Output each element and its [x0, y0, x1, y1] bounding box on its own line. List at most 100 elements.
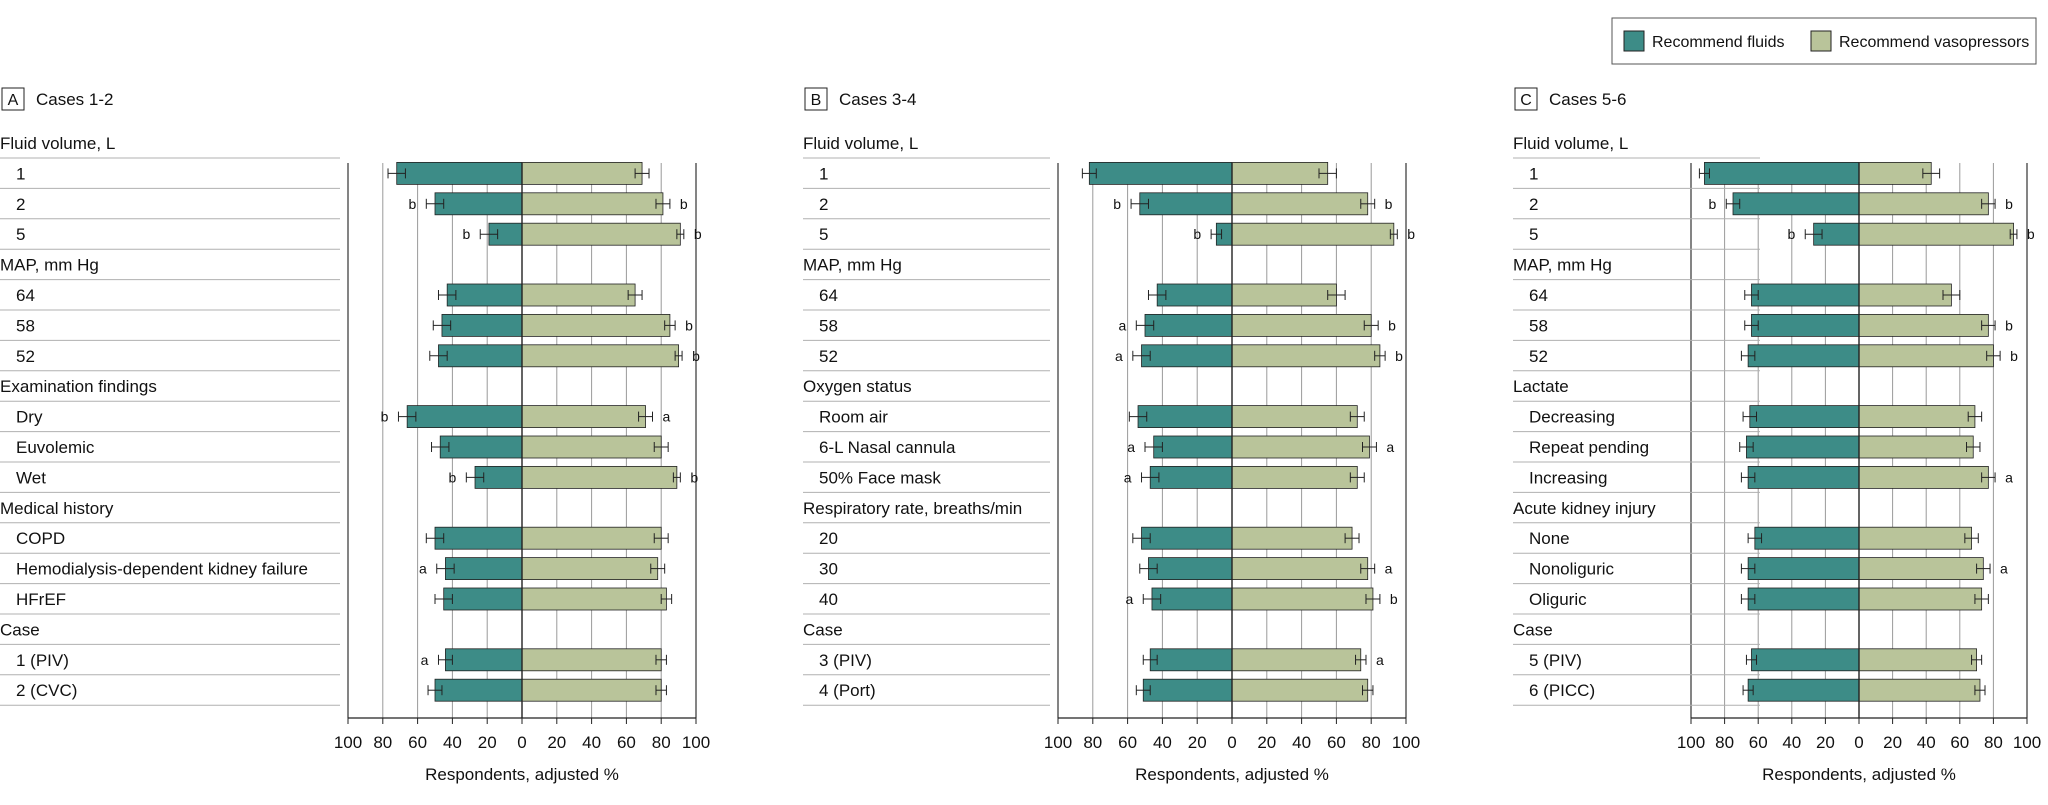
- row-label: Wet: [16, 468, 46, 487]
- sig-marker-fluids: a: [419, 561, 427, 577]
- bar-vasopressors: [1231, 283, 1337, 307]
- row-label: 2: [819, 195, 828, 214]
- bar-fluids: [1747, 587, 1860, 611]
- panel-letter-box: [804, 87, 828, 111]
- panel-letter-box: [1, 87, 25, 111]
- bar-vasopressors: [521, 526, 662, 550]
- sig-marker-fluids: a: [1115, 348, 1123, 364]
- x-tick-label: 80: [652, 733, 671, 752]
- group-label: Respiratory rate, breaths/min: [803, 499, 1022, 518]
- legend-label-vasopressors: Recommend vasopressors: [1839, 34, 2029, 51]
- row-label: Repeat pending: [1529, 438, 1649, 457]
- bar-vasopressors: [1858, 405, 1976, 429]
- sig-marker-vasopressors: b: [2010, 348, 2018, 364]
- x-tick-label: 20: [1257, 733, 1276, 752]
- row-label: 2 (CVC): [16, 681, 77, 700]
- bar-fluids: [445, 648, 523, 672]
- sig-marker-vasopressors: b: [2027, 226, 2035, 242]
- x-axis-label: Respondents, adjusted %: [1762, 765, 1956, 784]
- row-label: 6-L Nasal cannula: [819, 438, 956, 457]
- bar-vasopressors: [1858, 648, 1977, 672]
- row-label: None: [1529, 529, 1570, 548]
- bar-fluids: [1746, 435, 1860, 459]
- bar-fluids: [443, 587, 523, 611]
- bar-vasopressors: [1858, 313, 1989, 337]
- bar-fluids: [1156, 283, 1233, 307]
- bar-vasopressors: [1231, 678, 1369, 702]
- sig-marker-fluids: b: [1193, 226, 1201, 242]
- row-label: 50% Face mask: [819, 468, 941, 487]
- x-tick-label: 60: [1327, 733, 1346, 752]
- row-label: Oliguric: [1529, 590, 1587, 609]
- bar-vasopressors: [1231, 435, 1370, 459]
- bar-fluids: [1751, 648, 1860, 672]
- sig-marker-vasopressors: b: [694, 226, 702, 242]
- sig-marker-fluids: b: [449, 469, 457, 485]
- sig-marker-fluids: a: [1127, 439, 1135, 455]
- sig-marker-vasopressors: b: [690, 469, 698, 485]
- row-label: 52: [1529, 347, 1548, 366]
- bar-vasopressors: [521, 405, 646, 429]
- row-label: 3 (PIV): [819, 651, 872, 670]
- sig-marker-fluids: a: [1125, 591, 1133, 607]
- x-tick-label: 80: [1083, 733, 1102, 752]
- bar-vasopressors: [1231, 557, 1369, 580]
- x-tick-label: 40: [582, 733, 601, 752]
- row-label: 6 (PICC): [1529, 681, 1595, 700]
- bar-vasopressors: [1858, 222, 2014, 246]
- legend-swatch-fluids: [1623, 30, 1645, 52]
- bar-vasopressors: [1858, 192, 1989, 216]
- bar-vasopressors: [521, 678, 662, 702]
- x-tick-label: 40: [1782, 733, 1801, 752]
- bar-vasopressors: [1231, 192, 1369, 216]
- bar-fluids: [1141, 344, 1233, 368]
- sig-marker-vasopressors: b: [1407, 226, 1415, 242]
- row-label: Euvolemic: [16, 438, 95, 457]
- bar-vasopressors: [1858, 344, 1994, 368]
- x-tick-label: 20: [1883, 733, 1902, 752]
- sig-marker-vasopressors: b: [685, 317, 693, 333]
- bar-fluids: [1088, 161, 1233, 185]
- group-label: Case: [0, 620, 40, 639]
- row-label: 5 (PIV): [1529, 651, 1582, 670]
- bar-fluids: [1747, 557, 1860, 580]
- x-tick-label: 100: [2013, 733, 2041, 752]
- bar-fluids: [1137, 405, 1233, 429]
- row-label: 52: [819, 347, 838, 366]
- bar-vasopressors: [521, 587, 667, 611]
- group-label: Medical history: [0, 499, 114, 518]
- bar-vasopressors: [1231, 222, 1395, 246]
- bar-vasopressors: [1231, 344, 1381, 368]
- x-tick-label: 100: [1677, 733, 1705, 752]
- legend-label-fluids: Recommend fluids: [1652, 34, 1785, 51]
- sig-marker-vasopressors: a: [2005, 469, 2013, 485]
- group-label: Lactate: [1513, 377, 1569, 396]
- legend-swatch-vasopressors: [1810, 30, 1832, 52]
- group-label: Case: [803, 620, 843, 639]
- panel-letter: B: [811, 92, 822, 109]
- bar-vasopressors: [1858, 465, 1989, 489]
- bar-fluids: [1142, 678, 1233, 702]
- bar-fluids: [434, 526, 523, 550]
- group-label: MAP, mm Hg: [803, 256, 902, 275]
- x-tick-label: 60: [408, 733, 427, 752]
- bar-vasopressors: [521, 222, 681, 246]
- x-tick-label: 60: [1950, 733, 1969, 752]
- x-tick-label: 100: [1392, 733, 1420, 752]
- sig-marker-fluids: b: [1708, 196, 1716, 212]
- row-label: 64: [1529, 286, 1548, 305]
- bar-vasopressors: [521, 465, 678, 489]
- bar-vasopressors: [521, 648, 662, 672]
- x-tick-label: 20: [1188, 733, 1207, 752]
- bar-vasopressors: [521, 435, 662, 459]
- sig-marker-vasopressors: a: [663, 409, 671, 425]
- group-label: MAP, mm Hg: [0, 256, 99, 275]
- bar-fluids: [1151, 587, 1233, 611]
- x-tick-label: 80: [1362, 733, 1381, 752]
- row-label: 5: [819, 225, 828, 244]
- bar-fluids: [1732, 192, 1860, 216]
- sig-marker-vasopressors: b: [1395, 348, 1403, 364]
- sig-marker-vasopressors: b: [692, 348, 700, 364]
